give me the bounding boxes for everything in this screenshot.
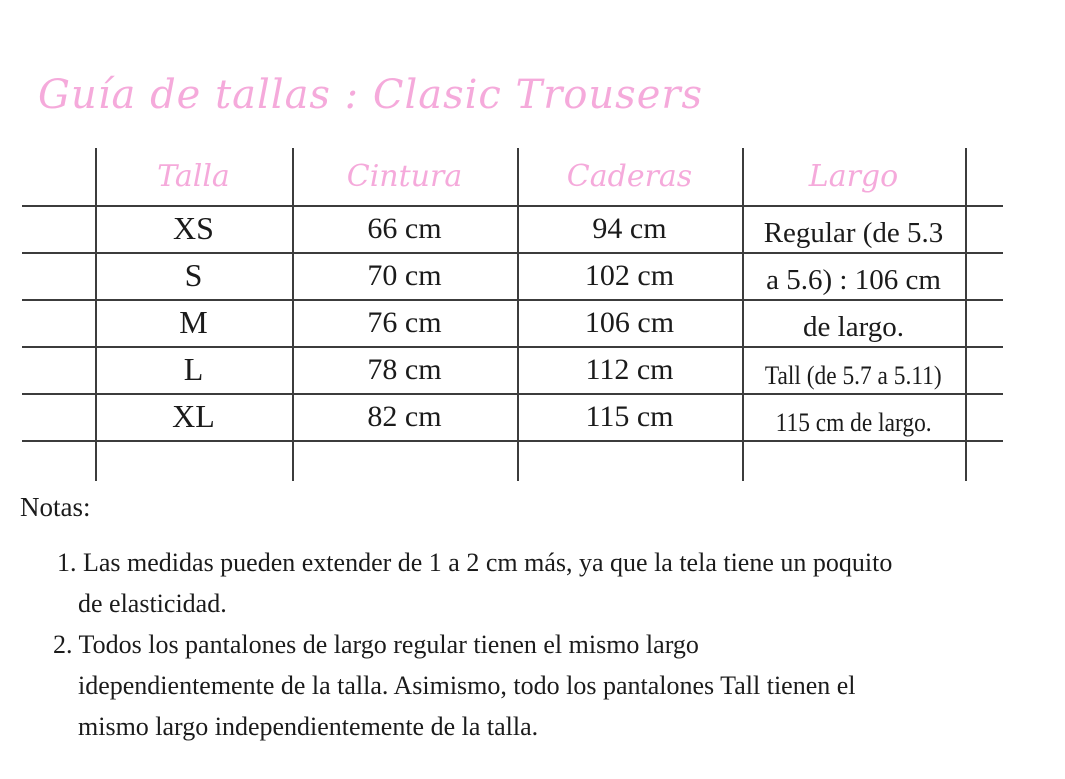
table-cell-waist: 66 cm [367, 211, 442, 245]
column-header-talla: Talla [157, 159, 230, 194]
table-cell-length: Tall (de 5.7 a 5.11) [742, 346, 965, 393]
table-cell-length: Regular (de 5.3 [742, 205, 965, 252]
table-cell-hips: 94 cm [592, 211, 667, 245]
column-header-largo: Largo [808, 159, 899, 194]
table-cell-length: 115 cm de largo. [742, 393, 965, 440]
note-1-line-1: 1. Las medidas pueden extender de 1 a 2 … [57, 548, 893, 577]
table-cell-hips: 102 cm [584, 258, 675, 292]
table-cell-hips: 115 cm [585, 399, 674, 433]
note-2-line-1: 2. Todos los pantalones de largo regular… [53, 630, 699, 659]
table-cell-size: XL [172, 398, 215, 434]
vertical-rule [95, 148, 97, 481]
length-text: Tall (de 5.7 a 5.11) [765, 361, 942, 390]
vertical-rule [965, 148, 967, 481]
vertical-rule [292, 148, 294, 481]
length-text: a 5.6) : 106 cm [766, 264, 941, 296]
table-cell-waist: 76 cm [367, 305, 442, 339]
notes-heading: Notas: [20, 492, 91, 522]
table-cell-length: de largo. [742, 299, 965, 346]
table-cell-length: a 5.6) : 106 cm [742, 252, 965, 299]
note-1-line-2: de elasticidad. [78, 589, 227, 618]
horizontal-rule [22, 393, 1003, 395]
table-cell-size: M [179, 304, 208, 340]
table-cell-hips: 106 cm [584, 305, 675, 339]
column-header-cintura: Cintura [346, 159, 463, 194]
length-text: de largo. [803, 311, 904, 343]
column-header-caderas: Caderas [566, 159, 693, 194]
table-cell-size: XS [173, 210, 214, 246]
page-title: Guía de tallas : Clasic Trousers [38, 72, 704, 118]
length-text: Regular (de 5.3 [763, 217, 944, 249]
vertical-rule [517, 148, 519, 481]
vertical-rule [742, 148, 744, 481]
length-text: 115 cm de largo. [775, 408, 932, 437]
horizontal-rule [22, 299, 1003, 301]
table-cell-waist: 82 cm [367, 399, 442, 433]
table-cell-waist: 70 cm [367, 258, 442, 292]
horizontal-rule [22, 252, 1003, 254]
note-2-line-2: idependientemente de la talla. Asimismo,… [78, 671, 856, 700]
note-2-line-3: mismo largo independientemente de la tal… [78, 712, 539, 741]
horizontal-rule [22, 205, 1003, 207]
horizontal-rule [22, 440, 1003, 442]
table-cell-size: L [183, 351, 204, 387]
horizontal-rule [22, 346, 1003, 348]
table-cell-waist: 78 cm [367, 352, 442, 386]
table-cell-hips: 112 cm [585, 352, 674, 386]
table-cell-size: S [184, 257, 203, 293]
